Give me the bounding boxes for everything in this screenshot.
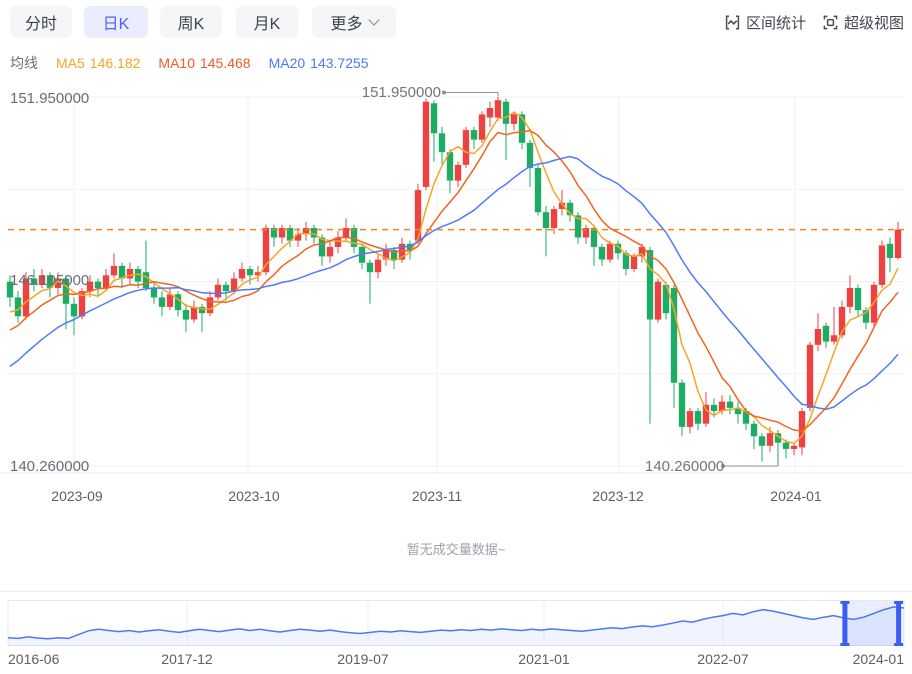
super-view-label: 超级视图 bbox=[843, 15, 904, 32]
x-axis-label-4: 2023-12 bbox=[592, 488, 644, 504]
x-axis-label-2: 2023-10 bbox=[228, 488, 280, 504]
ma20-name: MA20 bbox=[268, 55, 306, 71]
nav-label-6: 2024-01 bbox=[852, 651, 904, 667]
ma20-legend: MA20 143.7255 bbox=[269, 55, 369, 71]
ma5-value: 146.182 bbox=[89, 55, 141, 71]
low-price-annotation: 140.260000 bbox=[645, 458, 725, 475]
tab-weekly-k[interactable]: 周K bbox=[160, 6, 222, 38]
x-axis-label-5: 2024-01 bbox=[770, 488, 822, 504]
navigator-handle[interactable] bbox=[840, 601, 850, 646]
ma-legend-title: 均线 bbox=[10, 55, 38, 71]
tab-daily-k[interactable]: 日K bbox=[84, 6, 148, 38]
navigator-canvas[interactable] bbox=[0, 600, 912, 650]
nav-label-4: 2021-01 bbox=[518, 651, 570, 667]
more-dropdown-button[interactable]: 更多 bbox=[312, 6, 396, 38]
ma10-value: 145.468 bbox=[199, 55, 251, 71]
tab-minute[interactable]: 分时 bbox=[10, 6, 72, 38]
ma20-value: 143.7255 bbox=[310, 55, 369, 71]
range-stats-icon bbox=[725, 15, 740, 30]
nav-label-3: 2019-07 bbox=[337, 651, 389, 667]
nav-label-5: 2022-07 bbox=[697, 651, 749, 667]
y-axis-label-min: 140.260000 bbox=[10, 458, 90, 475]
more-label: 更多 bbox=[330, 16, 363, 33]
navigator-handle[interactable] bbox=[894, 601, 904, 646]
section-divider bbox=[0, 591, 912, 592]
ma-legend: 均线 MA5 146.182 MA10 145.468 MA20 143.725… bbox=[10, 53, 369, 73]
ma10-legend: MA10 145.468 bbox=[158, 55, 250, 71]
y-axis-label-mid: 146.105000 bbox=[10, 272, 90, 289]
volume-empty-text: 暂无成交量数据~ bbox=[406, 542, 506, 557]
super-view-button[interactable]: 超级视图 bbox=[822, 12, 904, 33]
nav-label-2: 2017-12 bbox=[161, 651, 213, 667]
x-axis-label-3: 2023-11 bbox=[411, 488, 463, 504]
main-chart-canvas[interactable] bbox=[0, 80, 912, 480]
chart-actions: 区间统计 超级视图 bbox=[724, 12, 904, 33]
range-stats-label: 区间统计 bbox=[745, 15, 806, 32]
nav-label-1: 2016-06 bbox=[8, 651, 60, 667]
ma10-name: MA10 bbox=[158, 55, 195, 71]
y-axis-label-max: 151.950000 bbox=[10, 90, 90, 107]
super-view-icon bbox=[823, 15, 838, 30]
chevron-down-icon bbox=[367, 14, 380, 26]
ma5-name: MA5 bbox=[56, 55, 85, 71]
range-stats-button[interactable]: 区间统计 bbox=[724, 12, 806, 33]
x-axis-label-1: 2023-09 bbox=[51, 488, 103, 504]
ma5-legend: MA5 146.182 bbox=[56, 55, 140, 71]
tab-monthly-k[interactable]: 月K bbox=[236, 6, 298, 38]
high-price-annotation: 151.950000 bbox=[361, 84, 441, 101]
